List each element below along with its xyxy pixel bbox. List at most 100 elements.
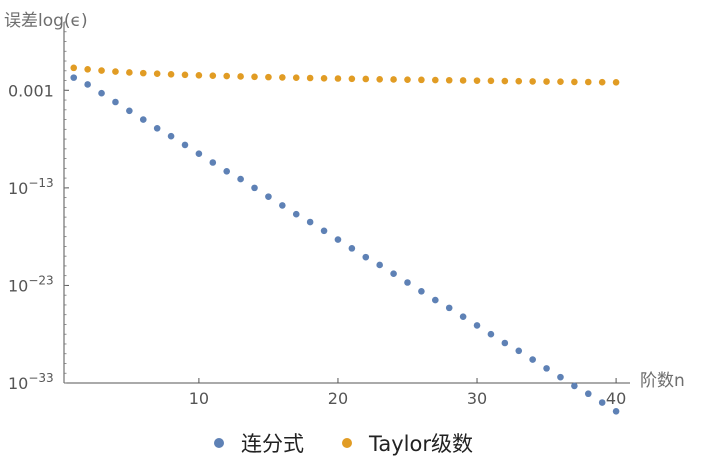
data-point-series-2 — [459, 77, 467, 84]
legend: 连分式 Taylor级数 — [214, 432, 473, 456]
data-point-series-1 — [237, 175, 244, 183]
data-point-series-1 — [529, 356, 536, 363]
data-point-series-2 — [237, 73, 244, 80]
data-point-series-2 — [279, 74, 286, 81]
data-points — [70, 64, 620, 415]
data-point-series-2 — [98, 67, 105, 74]
legend-marker-series-1 — [214, 438, 224, 448]
data-point-series-2 — [126, 69, 133, 76]
data-point-series-1 — [348, 245, 356, 252]
data-point-series-1 — [432, 296, 439, 304]
data-point-series-1 — [153, 125, 161, 132]
data-point-series-1 — [571, 382, 578, 390]
data-point-series-2 — [362, 75, 370, 83]
data-point-series-1 — [98, 89, 105, 97]
data-point-series-2 — [487, 77, 495, 85]
data-point-series-1 — [292, 210, 300, 218]
y-tick-label: 10−13 — [8, 176, 54, 198]
data-point-series-2 — [432, 76, 439, 84]
data-point-series-1 — [501, 339, 509, 347]
data-point-series-2 — [418, 76, 425, 84]
data-point-series-2 — [529, 78, 536, 85]
data-point-series-2 — [84, 66, 91, 73]
data-point-series-2 — [584, 78, 592, 86]
data-point-series-1 — [598, 399, 606, 406]
data-point-series-2 — [139, 69, 147, 77]
x-tick-label: 30 — [467, 389, 487, 408]
data-point-series-1 — [195, 150, 203, 158]
data-point-series-1 — [362, 253, 370, 261]
data-point-series-1 — [126, 107, 133, 115]
legend-label-series-1: 连分式 — [241, 432, 304, 456]
data-point-series-2 — [557, 78, 564, 86]
x-tick-label: 40 — [606, 389, 626, 408]
data-point-series-1 — [404, 279, 411, 286]
data-point-series-1 — [70, 74, 78, 81]
data-point-series-2 — [612, 78, 620, 86]
axes — [63, 22, 630, 384]
data-point-series-1 — [251, 184, 258, 192]
data-point-series-2 — [334, 75, 342, 82]
data-point-series-1 — [459, 313, 467, 320]
data-point-series-2 — [501, 77, 509, 85]
y-axis-label: 误差log(ϵ) — [4, 11, 88, 31]
data-point-series-1 — [390, 270, 397, 278]
data-point-series-1 — [223, 167, 231, 175]
data-point-series-1 — [334, 236, 342, 243]
data-point-series-1 — [557, 373, 564, 381]
data-point-series-1 — [445, 304, 453, 312]
data-point-series-2 — [181, 71, 189, 79]
data-point-series-2 — [390, 76, 397, 83]
data-point-series-1 — [612, 407, 620, 415]
data-point-series-1 — [584, 390, 592, 398]
data-point-series-1 — [279, 202, 286, 209]
data-point-series-1 — [209, 159, 217, 166]
data-point-series-1 — [167, 132, 175, 140]
data-point-series-2 — [70, 64, 78, 72]
data-point-series-2 — [543, 78, 550, 85]
data-point-series-2 — [195, 71, 203, 79]
data-point-series-2 — [167, 70, 175, 78]
data-point-series-1 — [139, 116, 147, 123]
y-tick-label: 10−33 — [8, 371, 54, 393]
data-point-series-1 — [473, 322, 481, 329]
data-point-series-1 — [515, 347, 523, 355]
x-axis-label: 阶数n — [640, 371, 685, 391]
x-tick-label: 20 — [328, 389, 348, 408]
data-point-series-1 — [84, 81, 91, 88]
data-point-series-2 — [376, 75, 383, 83]
data-point-series-2 — [571, 78, 578, 86]
data-point-series-2 — [265, 73, 272, 81]
data-point-series-2 — [209, 72, 217, 79]
data-point-series-1 — [265, 193, 272, 200]
data-point-series-2 — [404, 76, 411, 83]
x-tick-label: 10 — [189, 389, 209, 408]
data-point-series-1 — [306, 218, 314, 226]
data-point-series-1 — [320, 227, 328, 235]
data-point-series-1 — [487, 330, 495, 338]
x-ticks: 10 20 30 40 — [189, 378, 626, 408]
data-point-series-2 — [445, 76, 453, 84]
y-ticks: 0.001 10−13 10−23 10−33 — [8, 21, 69, 393]
legend-label-series-2: Taylor级数 — [368, 432, 473, 456]
y-tick-label: 0.001 — [8, 81, 54, 100]
legend-marker-series-2 — [342, 438, 352, 448]
data-point-series-2 — [112, 68, 119, 75]
data-point-series-2 — [251, 73, 258, 81]
data-point-series-1 — [112, 98, 119, 106]
data-point-series-1 — [543, 365, 550, 372]
data-point-series-2 — [292, 74, 300, 82]
data-point-series-1 — [376, 261, 383, 269]
data-point-series-2 — [598, 78, 606, 86]
data-point-series-2 — [153, 70, 161, 78]
data-point-series-1 — [418, 287, 425, 295]
data-point-series-2 — [320, 74, 328, 82]
data-point-series-2 — [348, 75, 356, 83]
data-point-series-1 — [181, 141, 189, 149]
y-tick-label: 10−23 — [8, 273, 54, 295]
data-point-series-2 — [515, 77, 523, 85]
data-point-series-2 — [223, 72, 231, 80]
data-point-series-2 — [473, 77, 481, 84]
data-point-series-2 — [306, 74, 314, 82]
